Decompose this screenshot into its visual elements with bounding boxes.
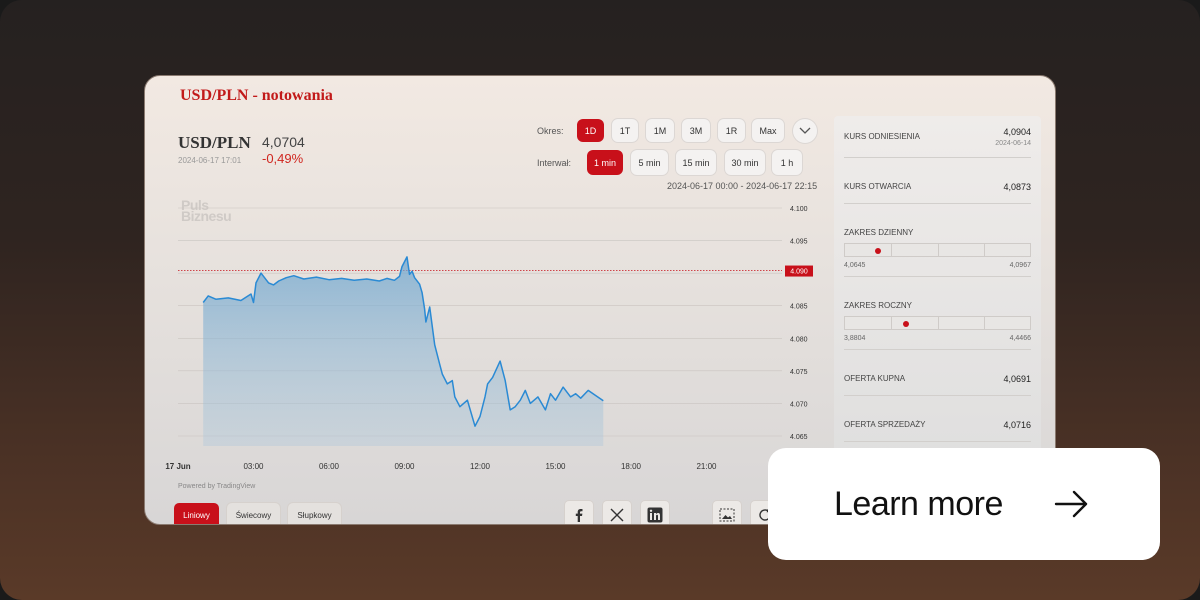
stat-label: ZAKRES ROCZNY [844, 301, 913, 310]
powered-by: Powered by TradingView [178, 483, 256, 490]
period-1d-button[interactable]: 1D [577, 119, 604, 142]
period-max-button[interactable]: Max [752, 119, 784, 142]
range-min: 3,8804 [844, 335, 866, 342]
save-image-button[interactable] [713, 501, 741, 524]
period-1r-button[interactable]: 1R [718, 119, 745, 142]
stat-value: 4,0691 [1003, 374, 1031, 384]
x-tick-label: 06:00 [319, 462, 340, 471]
learn-more-label: Learn more [834, 484, 1003, 523]
series-area [203, 256, 604, 446]
instrument-name: USD/PLN [178, 133, 251, 152]
period-3m-button[interactable]: 3M [682, 119, 710, 142]
day-range-marker [875, 248, 882, 254]
instrument-change: -0,49% [262, 151, 304, 166]
interval-30min-button[interactable]: 30 min [725, 150, 765, 175]
range-max: 4,0967 [1009, 262, 1031, 269]
stat-label: ZAKRES DZIENNY [844, 228, 914, 237]
period-1m-button[interactable]: 1M [646, 119, 674, 142]
tab-line-chart[interactable]: Liniowy [174, 503, 219, 524]
x-tick-label: 17 Jun [165, 462, 190, 471]
x-tick-label: 18:00 [621, 462, 642, 471]
watermark-line2: Biznesu [181, 208, 232, 224]
y-tick-label: 4.085 [790, 304, 808, 311]
x-tick-label: 09:00 [394, 462, 415, 471]
y-tick-label: 4.075 [790, 369, 808, 376]
price-chart[interactable]: 4.100 4.095 4.090 4.085 4.080 4.075 4.070 4.065… [145, 76, 825, 486]
stat-date: 2024-06-14 [995, 140, 1031, 147]
stat-bid: OFERTA KUPNA 4,0691 [844, 349, 1031, 396]
x-share-button[interactable] [603, 501, 631, 524]
year-range-bar [844, 316, 1031, 330]
stat-label: OFERTA KUPNA [844, 374, 906, 383]
y-tick-label: 4.065 [790, 434, 808, 441]
stat-value: 4,0873 [1003, 182, 1031, 192]
tab-bar-chart[interactable]: Słupkowy [288, 503, 341, 524]
stat-label: KURS ODNIESIENIA [844, 132, 921, 141]
x-tick-label: 03:00 [243, 462, 264, 471]
facebook-share-button[interactable] [565, 501, 593, 524]
x-tick-label: 21:00 [696, 462, 717, 471]
y-tick-label: 4.095 [790, 239, 808, 246]
stat-year-range: ZAKRES ROCZNY 3,8804 4,4466 [844, 276, 1031, 350]
stat-value: 4,0716 [1003, 420, 1031, 430]
y-tick-label: 4.070 [790, 401, 808, 408]
period-1t-button[interactable]: 1T [612, 119, 638, 142]
interval-5min-button[interactable]: 5 min [631, 150, 668, 175]
year-range-marker [903, 321, 910, 327]
x-icon [610, 508, 624, 522]
stat-ask: OFERTA SPRZEDAŻY 4,0716 [844, 395, 1031, 442]
stat-value: 4,0904 [1003, 127, 1031, 137]
stat-reference-rate: KURS ODNIESIENIA 4,0904 2024-06-14 [844, 116, 1031, 158]
reference-label-bg [785, 265, 813, 277]
y-tick-label: 4.080 [790, 336, 808, 343]
instrument-datetime: 2024-06-17 17:01 [178, 156, 242, 165]
stat-label: OFERTA SPRZEDAŻY [844, 420, 926, 429]
linkedin-share-button[interactable] [641, 501, 669, 524]
watermark-line1: Puls [181, 197, 209, 213]
page-title: USD/PLN - notowania [180, 87, 333, 104]
image-icon [719, 508, 735, 522]
watermark-logo: Puls Biznesu [181, 197, 232, 224]
interval-label: Interwał: [537, 158, 572, 168]
x-tick-label: 12:00 [470, 462, 491, 471]
date-range: 2024-06-17 00:00 - 2024-06-17 22:15 [667, 181, 818, 191]
tab-candle-chart[interactable]: Świecowy [227, 503, 280, 524]
period-label: Okres: [537, 126, 564, 136]
expand-button[interactable] [793, 119, 817, 143]
stat-label: KURS OTWARCIA [844, 182, 912, 191]
reference-label: 4.090 [790, 269, 808, 276]
interval-1min-button[interactable]: 1 min [587, 150, 623, 175]
range-min: 4,0645 [844, 262, 866, 269]
learn-more-button[interactable]: Learn more [768, 448, 1160, 560]
linkedin-icon [647, 507, 663, 523]
interval-15min-button[interactable]: 15 min [676, 150, 716, 175]
x-tick-label: 15:00 [545, 462, 566, 471]
range-max: 4,4466 [1009, 335, 1031, 342]
arrow-right-icon [1054, 490, 1088, 518]
day-range-bar [844, 243, 1031, 257]
stat-open-rate: KURS OTWARCIA 4,0873 [844, 157, 1031, 204]
stat-day-range: ZAKRES DZIENNY 4,0645 4,0967 [844, 203, 1031, 277]
chevron-down-icon [799, 127, 811, 134]
facebook-icon [575, 509, 583, 522]
interval-1h-button[interactable]: 1 h [772, 150, 802, 175]
y-tick-label: 4.100 [790, 206, 808, 213]
screenshot-card: USD/PLN - notowania USD/PLN 2024-06-17 1… [144, 75, 1056, 525]
instrument-price: 4,0704 [262, 134, 305, 150]
